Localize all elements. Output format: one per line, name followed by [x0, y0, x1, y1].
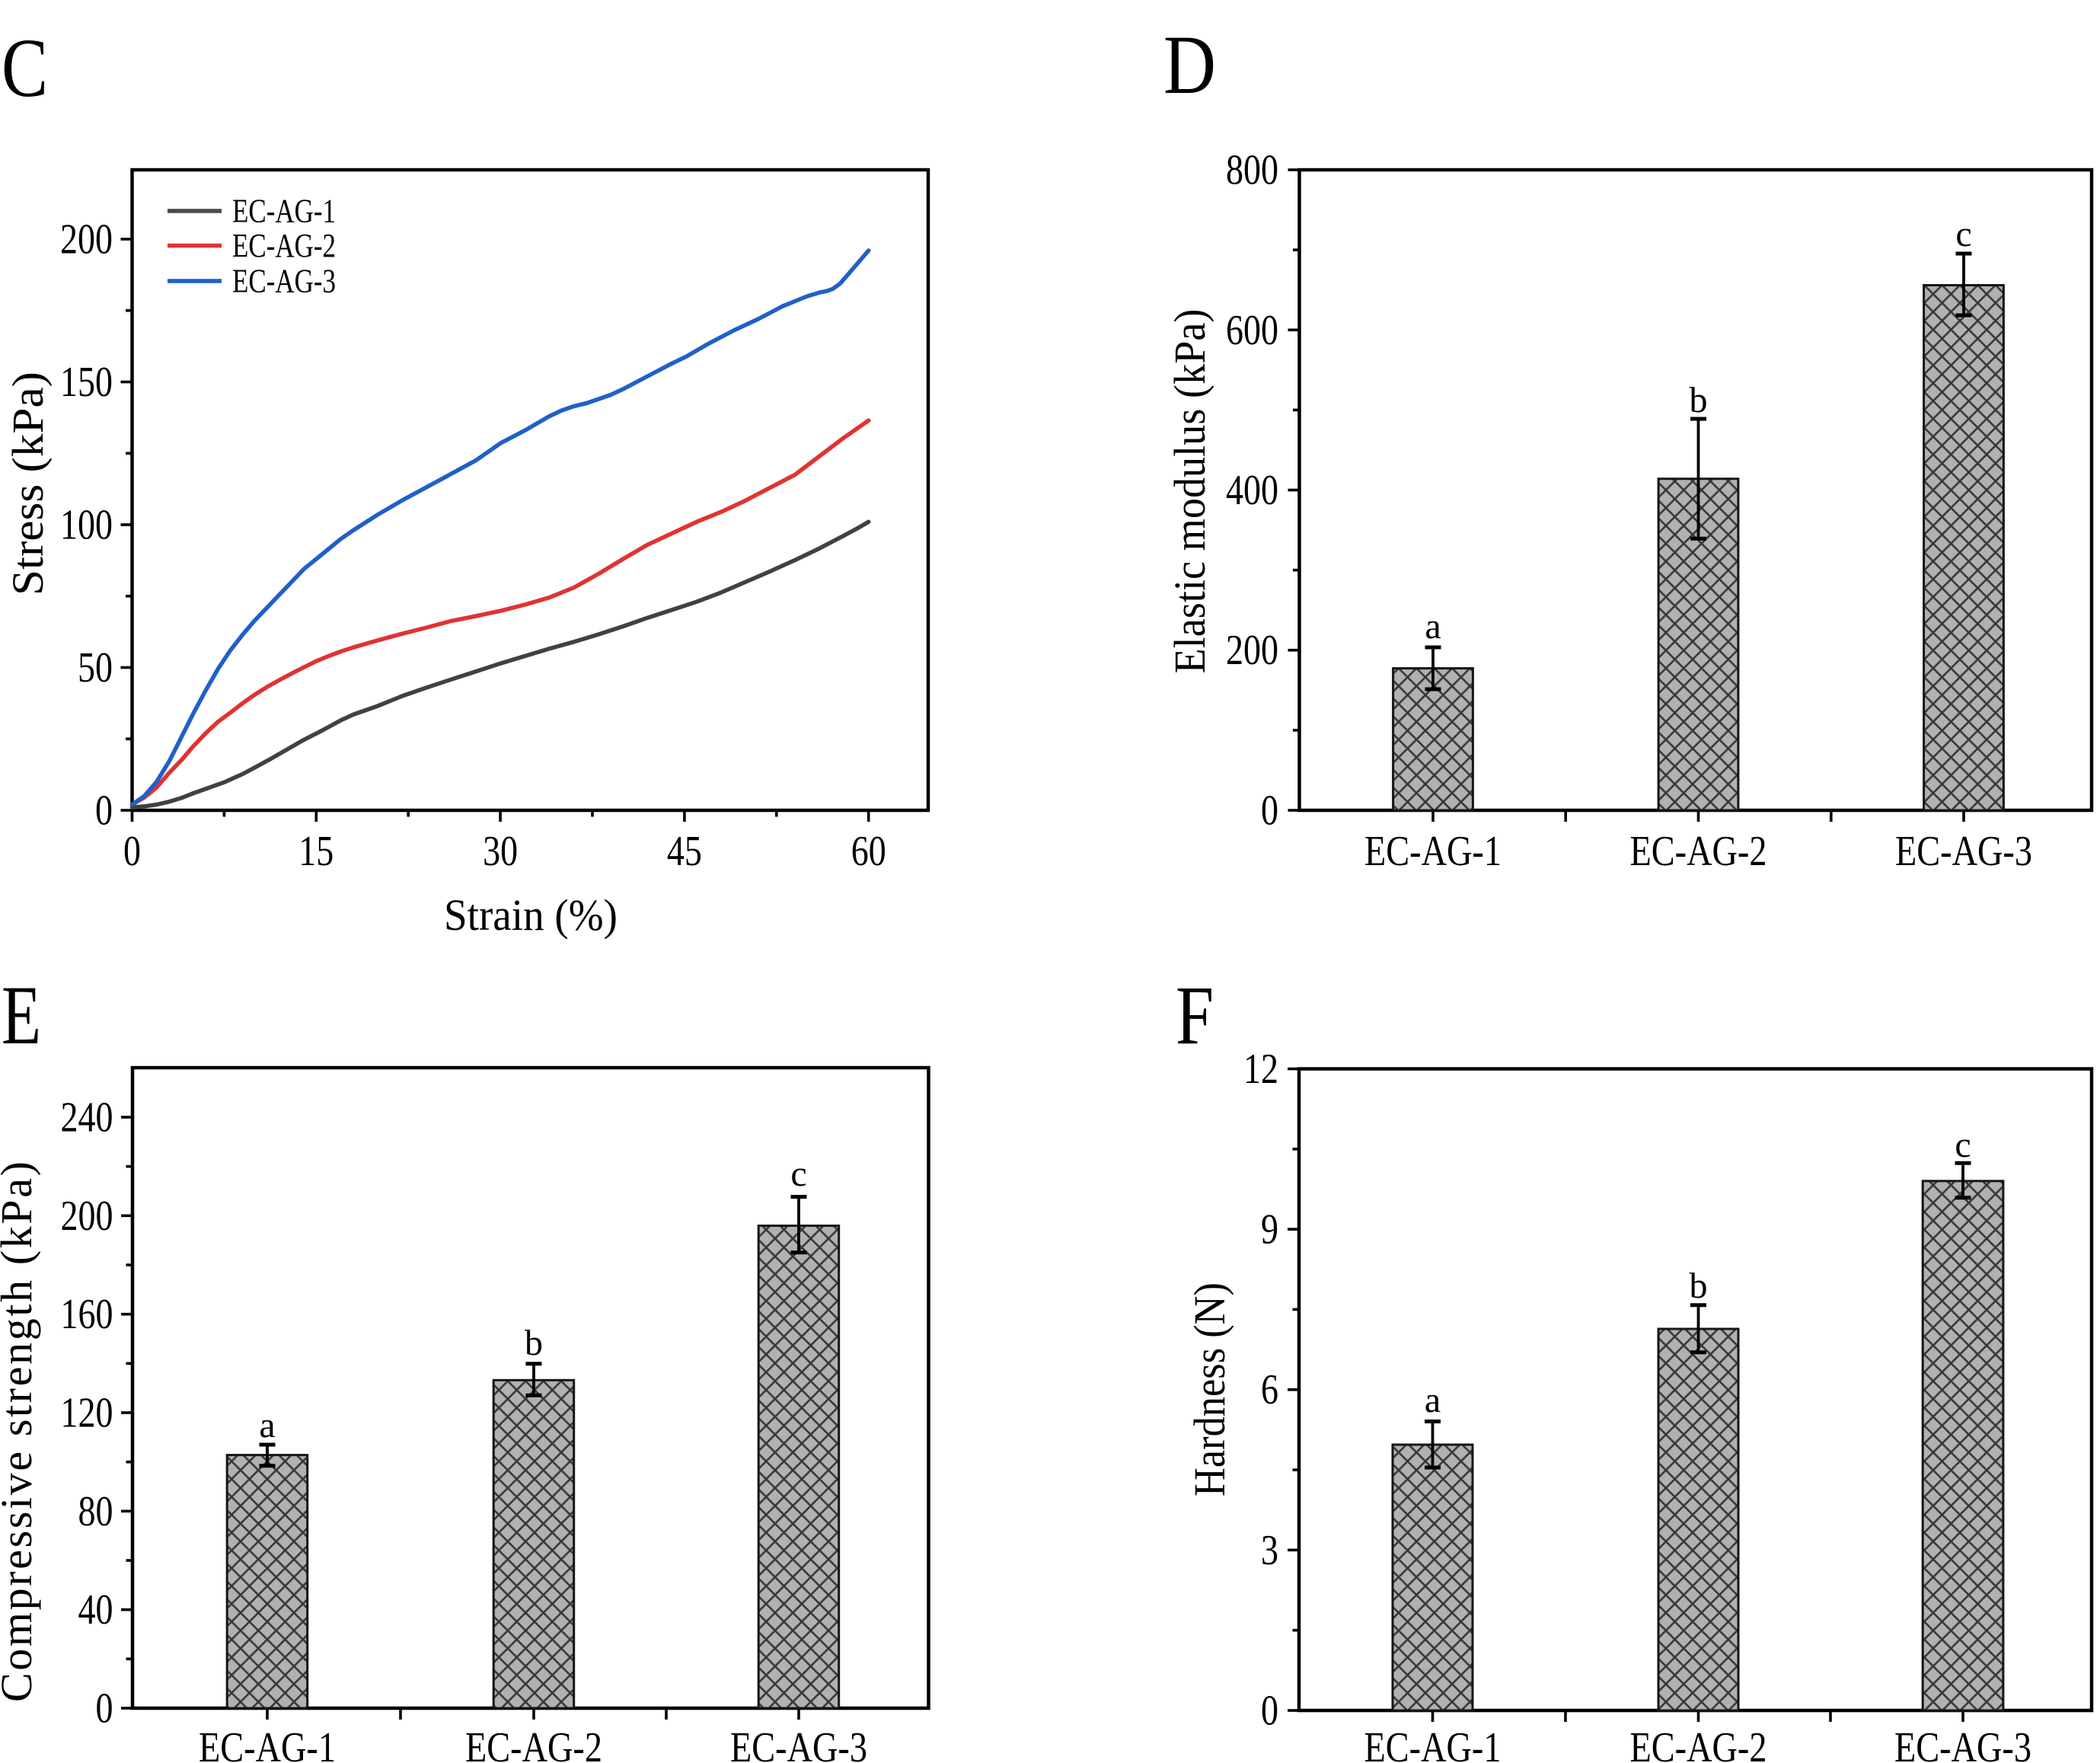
svg-text:c: c	[1955, 1125, 1971, 1165]
svg-text:0: 0	[96, 1685, 113, 1733]
svg-text:EC-AG-2: EC-AG-2	[1630, 1724, 1767, 1763]
svg-text:b: b	[1690, 1266, 1708, 1306]
svg-text:400: 400	[1226, 467, 1278, 514]
svg-text:c: c	[1955, 214, 1971, 254]
svg-text:F: F	[1176, 969, 1214, 1062]
svg-text:12: 12	[1243, 1046, 1278, 1093]
svg-text:EC-AG-3: EC-AG-3	[1895, 828, 2032, 875]
svg-text:45: 45	[667, 828, 702, 875]
svg-text:b: b	[1690, 380, 1708, 420]
svg-text:EC-AG-1: EC-AG-1	[199, 1724, 336, 1763]
svg-text:b: b	[525, 1323, 543, 1363]
svg-text:Stress (kPa): Stress (kPa)	[3, 372, 53, 596]
svg-text:3: 3	[1261, 1527, 1278, 1574]
svg-text:240: 240	[61, 1094, 113, 1142]
svg-text:800: 800	[1226, 147, 1278, 194]
svg-text:0: 0	[95, 787, 113, 835]
svg-text:160: 160	[61, 1291, 113, 1338]
svg-text:EC-AG-3: EC-AG-3	[232, 263, 336, 300]
svg-text:0: 0	[1261, 787, 1278, 835]
svg-text:200: 200	[61, 1193, 113, 1240]
svg-text:200: 200	[1226, 627, 1278, 674]
svg-text:9: 9	[1261, 1206, 1278, 1254]
svg-text:a: a	[1425, 1380, 1441, 1420]
svg-text:EC-AG-2: EC-AG-2	[465, 1724, 602, 1763]
svg-text:D: D	[1163, 18, 1216, 111]
svg-text:0: 0	[123, 828, 141, 875]
svg-text:EC-AG-3: EC-AG-3	[730, 1724, 867, 1763]
svg-text:60: 60	[851, 828, 886, 875]
svg-text:30: 30	[483, 828, 518, 875]
svg-text:EC-AG-2: EC-AG-2	[1630, 828, 1767, 875]
svg-text:40: 40	[78, 1586, 113, 1634]
svg-text:600: 600	[1226, 307, 1278, 354]
svg-text:Elastic modulus (kPa): Elastic modulus (kPa)	[1165, 309, 1214, 674]
svg-text:120: 120	[61, 1390, 113, 1437]
svg-text:c: c	[790, 1154, 806, 1194]
svg-text:15: 15	[298, 828, 334, 875]
svg-text:EC-AG-1: EC-AG-1	[1364, 1724, 1502, 1763]
svg-text:EC-AG-1: EC-AG-1	[232, 193, 336, 230]
svg-text:EC-AG-2: EC-AG-2	[232, 227, 336, 264]
svg-text:a: a	[259, 1405, 275, 1445]
svg-text:0: 0	[1261, 1688, 1278, 1735]
svg-text:6: 6	[1261, 1366, 1278, 1413]
svg-text:EC-AG-3: EC-AG-3	[1894, 1724, 2031, 1763]
svg-text:a: a	[1425, 606, 1441, 647]
svg-text:80: 80	[78, 1488, 113, 1535]
svg-text:50: 50	[78, 644, 113, 691]
svg-text:EC-AG-1: EC-AG-1	[1364, 828, 1502, 875]
svg-text:E: E	[2, 969, 41, 1062]
svg-text:100: 100	[60, 502, 113, 549]
svg-text:150: 150	[60, 359, 113, 406]
svg-text:Compressive strength (kPa): Compressive strength (kPa)	[0, 1161, 41, 1702]
svg-text:Strain (%): Strain (%)	[444, 890, 618, 940]
svg-text:Hardness (N): Hardness (N)	[1185, 1282, 1234, 1496]
svg-text:C: C	[2, 21, 48, 114]
svg-text:200: 200	[60, 216, 113, 263]
